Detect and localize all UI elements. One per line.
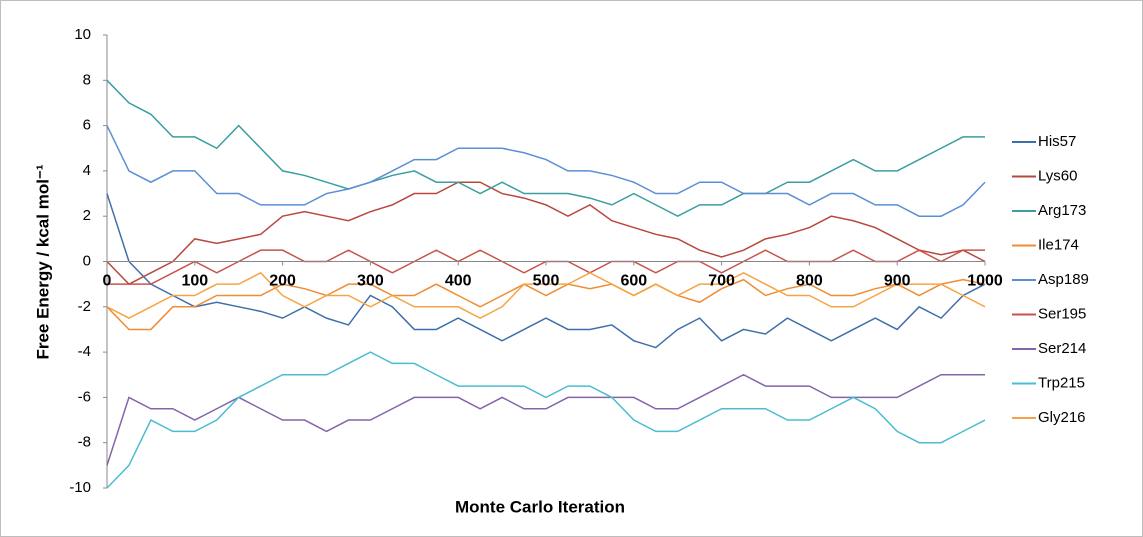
x-tick-label: 1000 xyxy=(967,273,1003,290)
x-axis-label: Monte Carlo Iteration xyxy=(455,497,625,516)
data-line xyxy=(106,181,986,286)
x-tick-label: 800 xyxy=(796,273,823,290)
data-line xyxy=(106,125,986,217)
legend-label: Gly216 xyxy=(1038,409,1086,426)
x-tick-label: 400 xyxy=(445,273,472,290)
y-tick-label: -4 xyxy=(78,343,91,360)
x-tick-label: 0 xyxy=(103,273,112,290)
y-tick-label: -8 xyxy=(78,434,91,451)
legend-label: Arg173 xyxy=(1038,202,1086,219)
legend-label: Ile174 xyxy=(1038,236,1079,253)
x-tick-label: 100 xyxy=(181,273,208,290)
legend-label: Ser214 xyxy=(1038,340,1086,357)
data-line xyxy=(106,79,985,218)
data-line xyxy=(106,193,986,349)
data-line xyxy=(106,271,986,319)
y-tick-label: -6 xyxy=(78,388,91,405)
x-tick-label: 600 xyxy=(620,273,647,290)
legend-label: Lys60 xyxy=(1038,167,1077,184)
y-tick-label: 0 xyxy=(83,252,91,269)
y-axis-label: Free Energy / kcal mol⁻¹ xyxy=(33,164,52,359)
data-line xyxy=(106,278,986,331)
y-tick-label: -10 xyxy=(69,479,91,496)
x-tick-label: 700 xyxy=(708,273,735,290)
data-line xyxy=(106,373,985,466)
x-tick-label: 200 xyxy=(269,273,296,290)
x-tick-label: 300 xyxy=(357,273,384,290)
y-tick-label: 6 xyxy=(83,117,91,134)
y-tick-label: 4 xyxy=(83,162,91,179)
legend-label: Ser195 xyxy=(1038,305,1086,322)
legend-label: Trp215 xyxy=(1038,374,1085,391)
y-tick-label: 10 xyxy=(74,26,91,43)
legend-label: His57 xyxy=(1038,133,1076,150)
x-tick-label: 900 xyxy=(884,273,911,290)
y-tick-label: 2 xyxy=(83,207,91,224)
data-line xyxy=(106,351,986,489)
x-tick-label: 500 xyxy=(533,273,560,290)
y-tick-label: -2 xyxy=(78,298,91,315)
legend-label: Asp189 xyxy=(1038,271,1089,288)
y-tick-label: 8 xyxy=(83,71,91,88)
